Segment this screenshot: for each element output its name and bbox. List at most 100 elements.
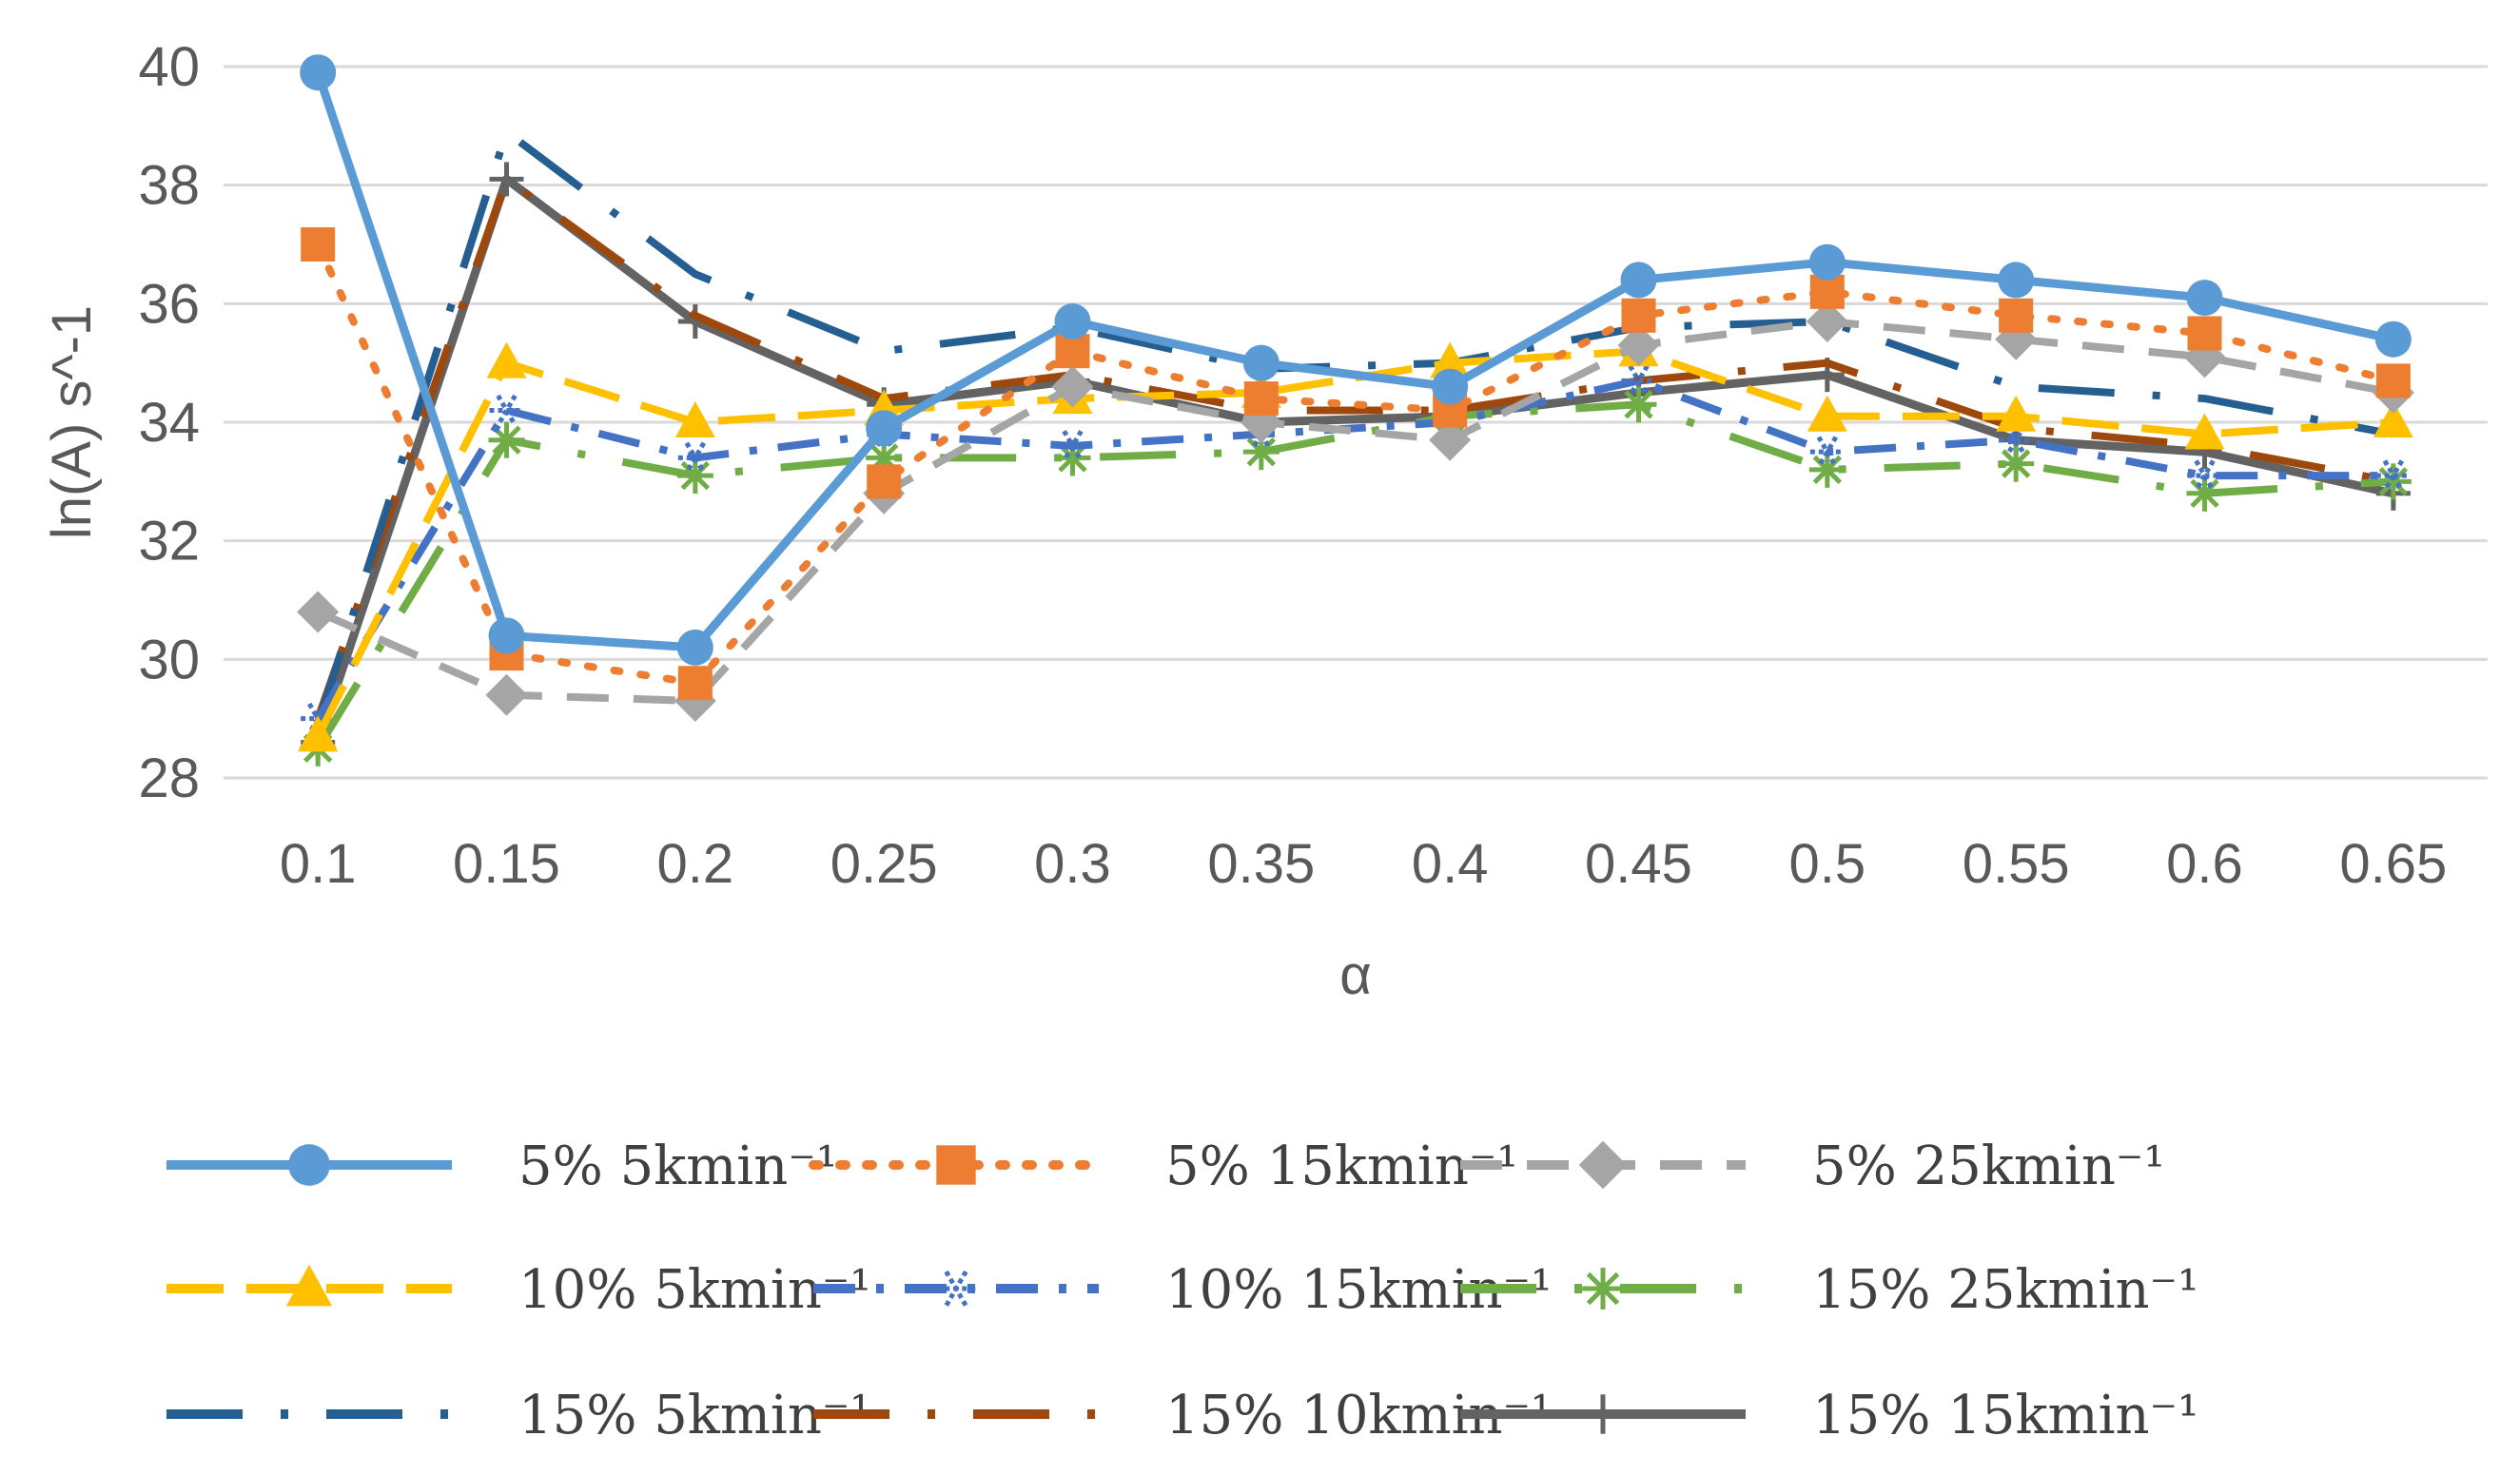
y-axis-title: ln(A) s^-1 xyxy=(41,305,103,539)
marker-asterisk xyxy=(1582,1268,1624,1310)
legend-label: 15% 25kmin⁻¹ xyxy=(1812,1259,2199,1321)
marker-square xyxy=(1999,298,2034,333)
legend-entry: 10% 15kmin⁻¹ xyxy=(813,1259,1553,1321)
legend-entry: 5% 25kmin⁻¹ xyxy=(1460,1135,2165,1197)
marker-diamond xyxy=(1429,418,1472,461)
marker-diamond xyxy=(1806,301,1848,343)
legend: 5% 5kmin⁻¹ 5% 15kmin⁻¹ 5% 25kmin⁻¹ 10% 5kmi… xyxy=(166,1135,2199,1446)
x-tick-label: 0.5 xyxy=(1789,833,1866,895)
marker-star xyxy=(1999,423,2034,456)
marker-square xyxy=(1243,381,1279,417)
marker-star xyxy=(2375,459,2411,492)
series-line xyxy=(314,400,2394,750)
series-line xyxy=(313,174,2394,745)
marker-triangle xyxy=(298,715,339,752)
legend-entry: 5% 5kmin⁻¹ xyxy=(166,1135,837,1197)
marker-diamond xyxy=(1578,1140,1628,1190)
marker-triangle xyxy=(1996,395,2037,432)
x-tick-label: 0.25 xyxy=(830,833,938,895)
x-tick-label: 0.2 xyxy=(657,833,734,895)
marker-diamond xyxy=(1617,323,1660,366)
marker-square xyxy=(1621,298,1656,333)
y-tick-label: 36 xyxy=(138,273,200,335)
marker-asterisk xyxy=(2374,463,2412,500)
series-line xyxy=(316,318,2394,705)
x-tick-label: 0.65 xyxy=(2339,833,2447,895)
x-axis-title: α xyxy=(1339,944,1372,1006)
series-line xyxy=(314,377,2393,721)
x-tick-label: 0.6 xyxy=(2166,833,2243,895)
legend-entry: 15% 10kmin⁻¹ xyxy=(813,1385,1553,1446)
legend-entry: 5% 15kmin⁻¹ xyxy=(809,1135,1518,1197)
y-tick-label: 30 xyxy=(138,629,200,690)
marker-triangle xyxy=(674,401,715,437)
marker-square xyxy=(1055,334,1090,369)
marker-circle xyxy=(676,629,713,666)
marker-triangle xyxy=(2373,401,2413,437)
legend-label: 5% 5kmin⁻¹ xyxy=(518,1135,837,1197)
y-tick-label: 34 xyxy=(138,392,200,454)
series-line xyxy=(314,127,2394,727)
marker-star xyxy=(1055,430,1090,462)
marker-square xyxy=(301,227,336,262)
marker-diamond xyxy=(485,673,528,716)
marker-asterisk xyxy=(2186,475,2223,512)
x-axis-ticks: 0.1 0.15 0.2 0.25 0.3 0.35 0.4 0.45 0.5 0.55 0.6 0.… xyxy=(280,833,2447,895)
legend-entry: 10% 5kmin⁻¹ xyxy=(166,1259,871,1321)
legend-entry: 15% 25kmin⁻¹ xyxy=(1460,1259,2199,1321)
legend-entry: 15% 5kmin⁻¹ xyxy=(166,1385,871,1446)
marker-triangle xyxy=(2184,413,2225,450)
gridlines xyxy=(224,65,2488,780)
y-axis-ticks: 28 30 32 34 36 38 40 xyxy=(138,36,200,809)
series-7 xyxy=(314,127,2394,727)
marker-square xyxy=(2375,363,2411,398)
marker-circle xyxy=(1620,262,1657,299)
legend-label: 15% 5kmin⁻¹ xyxy=(518,1385,871,1446)
marker-star xyxy=(1809,436,1845,469)
marker-square xyxy=(677,666,713,701)
marker-circle xyxy=(1242,344,1280,381)
legend-entry: 15% 15kmin⁻¹ xyxy=(1460,1385,2199,1446)
marker-square xyxy=(1809,274,1845,309)
marker-asterisk xyxy=(1998,445,2035,482)
marker-circle xyxy=(2186,280,2223,317)
marker-square xyxy=(867,464,902,499)
marker-star xyxy=(936,1270,976,1308)
marker-circle xyxy=(288,1144,330,1186)
series-line xyxy=(314,241,2397,688)
marker-plus xyxy=(489,162,524,197)
marker-star xyxy=(677,441,713,475)
y-tick-label: 38 xyxy=(138,155,200,217)
marker-circle xyxy=(488,617,525,654)
y-tick-label: 28 xyxy=(138,747,200,809)
marker-circle xyxy=(866,410,903,447)
x-tick-label: 0.55 xyxy=(1963,833,2070,895)
x-tick-label: 0.1 xyxy=(280,833,357,895)
x-tick-label: 0.45 xyxy=(1585,833,1692,895)
y-tick-label: 32 xyxy=(138,511,200,573)
series-1 xyxy=(300,54,2412,666)
series-8 xyxy=(314,175,2394,721)
series-lines xyxy=(297,54,2414,767)
marker-circle xyxy=(1998,262,2035,299)
marker-circle xyxy=(2374,320,2412,358)
legend-label: 5% 15kmin⁻¹ xyxy=(1165,1135,1518,1197)
series-line xyxy=(313,70,2394,652)
marker-circle xyxy=(1432,368,1469,405)
marker-plus xyxy=(1583,1394,1623,1434)
legend-label: 10% 5kmin⁻¹ xyxy=(518,1259,871,1321)
marker-asterisk xyxy=(1808,451,1846,488)
marker-circle xyxy=(1054,303,1091,340)
legend-label: 15% 15kmin⁻¹ xyxy=(1812,1385,2199,1446)
marker-square xyxy=(2187,316,2222,351)
marker-circle xyxy=(300,54,337,91)
legend-label: 5% 25kmin⁻¹ xyxy=(1812,1135,2165,1197)
marker-star xyxy=(489,394,524,427)
marker-asterisk xyxy=(676,457,713,495)
y-tick-label: 40 xyxy=(138,36,200,98)
x-tick-label: 0.15 xyxy=(453,833,560,895)
x-tick-label: 0.35 xyxy=(1207,833,1315,895)
marker-star xyxy=(2187,459,2222,492)
marker-triangle xyxy=(1430,341,1471,378)
